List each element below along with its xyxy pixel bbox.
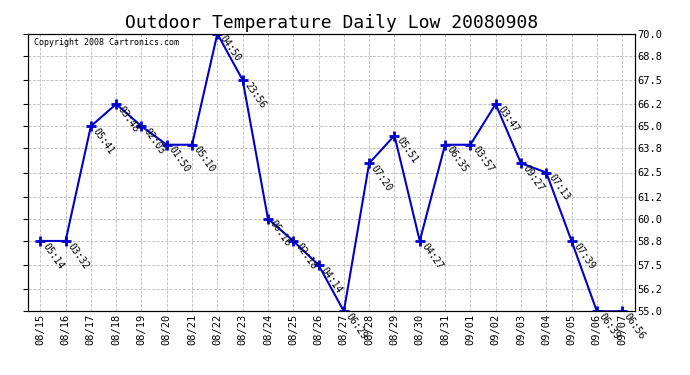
Text: 05:10: 05:10	[192, 145, 217, 174]
Text: 05:51: 05:51	[395, 135, 420, 165]
Text: 05:14: 05:14	[40, 241, 66, 271]
Text: 03:48: 03:48	[116, 104, 141, 134]
Text: 06:35: 06:35	[445, 145, 470, 174]
Text: 05:41: 05:41	[91, 126, 116, 156]
Text: 03:47: 03:47	[495, 104, 521, 134]
Title: Outdoor Temperature Daily Low 20080908: Outdoor Temperature Daily Low 20080908	[125, 14, 538, 32]
Text: 06:29: 06:29	[344, 311, 369, 341]
Text: 04:50: 04:50	[217, 34, 242, 63]
Text: 03:57: 03:57	[471, 145, 495, 174]
Text: 07:13: 07:13	[546, 172, 571, 202]
Text: 06:16: 06:16	[268, 219, 293, 249]
Text: 23:56: 23:56	[243, 80, 268, 110]
Text: 07:39: 07:39	[571, 241, 597, 271]
Text: 06:39: 06:39	[597, 311, 622, 341]
Text: 01:50: 01:50	[167, 145, 192, 174]
Text: 02:18: 02:18	[293, 241, 318, 271]
Text: 03:32: 03:32	[66, 241, 90, 271]
Text: 06:56: 06:56	[622, 311, 647, 341]
Text: 04:14: 04:14	[319, 265, 344, 295]
Text: 09:27: 09:27	[521, 163, 546, 193]
Text: 02:03: 02:03	[141, 126, 166, 156]
Text: Copyright 2008 Cartronics.com: Copyright 2008 Cartronics.com	[34, 38, 179, 47]
Text: 04:27: 04:27	[420, 241, 445, 271]
Text: 07:20: 07:20	[369, 163, 394, 193]
